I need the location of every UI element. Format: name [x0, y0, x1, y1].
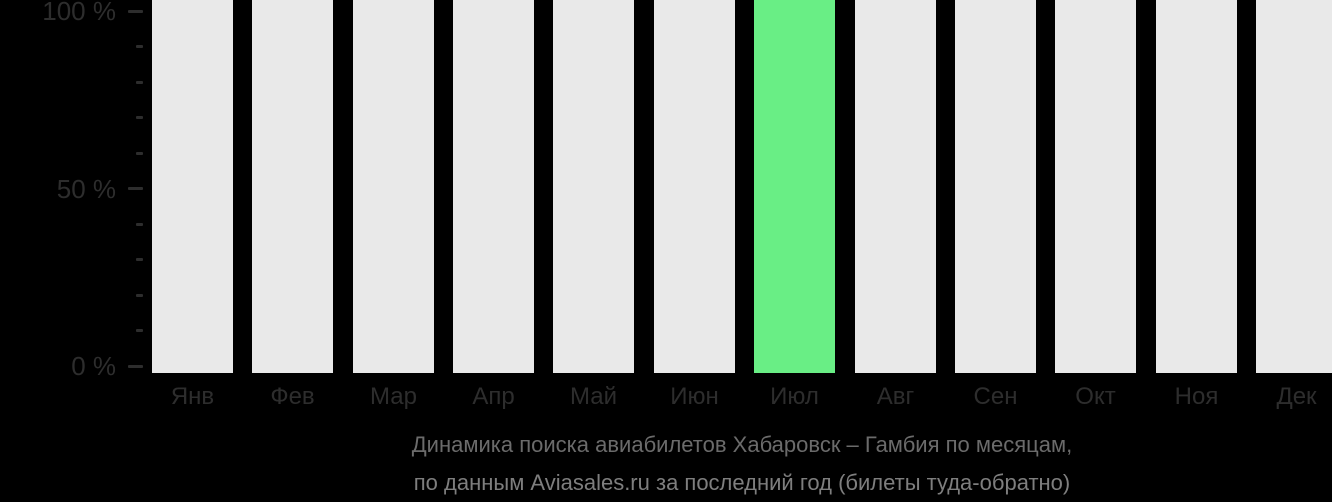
- y-tick-0: [128, 364, 143, 368]
- chart-caption: Динамика поиска авиабилетов Хабаровск – …: [152, 430, 1332, 498]
- y-tick-60: [136, 151, 143, 155]
- x-tick-label-Окт: Окт: [1075, 383, 1116, 410]
- bar-Сен[interactable]: [955, 0, 1036, 373]
- y-tick-label-100: 100 %: [42, 0, 116, 26]
- bar-Янв[interactable]: [152, 0, 233, 373]
- y-tick-100: [128, 9, 143, 13]
- bar-Июл[interactable]: [754, 0, 835, 373]
- y-tick-label-0: 0 %: [71, 351, 116, 381]
- x-tick-label-Фев: Фев: [270, 383, 315, 410]
- y-tick-20: [136, 293, 143, 297]
- x-tick-label-Ноя: Ноя: [1174, 383, 1219, 410]
- x-tick-label-Сен: Сен: [973, 383, 1018, 410]
- bar-Май[interactable]: [553, 0, 634, 373]
- bar-Ноя[interactable]: [1156, 0, 1237, 373]
- y-tick-80: [136, 80, 143, 84]
- x-tick-label-Авг: Авг: [876, 383, 915, 410]
- y-tick-90: [136, 45, 143, 48]
- x-tick-label-Янв: Янв: [170, 383, 215, 410]
- bar-Апр[interactable]: [453, 0, 534, 373]
- bar-Фев[interactable]: [252, 0, 333, 373]
- x-tick-label-Мар: Мар: [370, 383, 417, 410]
- y-tick-40: [136, 222, 143, 226]
- y-tick-70: [136, 116, 143, 119]
- x-tick-label-Дек: Дек: [1276, 383, 1317, 410]
- x-tick-label-Июл: Июл: [770, 383, 819, 410]
- chart-title: Динамика поиска авиабилетов Хабаровск – …: [411, 432, 1073, 457]
- y-tick-10: [136, 329, 143, 332]
- y-tick-label-50: 50 %: [56, 173, 116, 204]
- y-tick-30: [136, 258, 143, 261]
- y-tick-50: [128, 187, 143, 190]
- bar-Авг[interactable]: [855, 0, 936, 373]
- bar-Дек[interactable]: [1256, 0, 1332, 373]
- bar-Мар[interactable]: [353, 0, 434, 373]
- x-tick-label-Май: Май: [569, 383, 617, 410]
- x-tick-label-Апр: Апр: [472, 383, 515, 410]
- chart-subtitle: по данным Aviasales.ru за последний год …: [413, 470, 1071, 495]
- bar-Окт[interactable]: [1055, 0, 1136, 373]
- x-tick-label-Июн: Июн: [670, 383, 719, 410]
- bar-Июн[interactable]: [654, 0, 735, 373]
